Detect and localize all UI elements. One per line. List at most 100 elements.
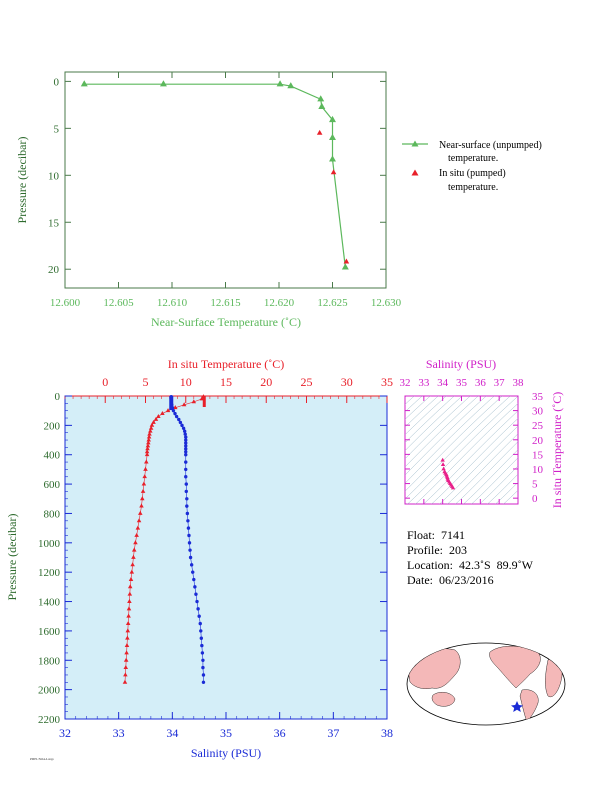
near-surface-point [329, 115, 336, 123]
temperature-profile-point [146, 437, 151, 442]
temperature-profile-point [148, 428, 153, 433]
near-surface-x-tick-label: 12.630 [371, 297, 402, 309]
ts-density-contour [503, 489, 518, 504]
salinity-profile-point [200, 643, 204, 648]
temperature-profile-point [145, 446, 150, 451]
temperature-profile-point [127, 598, 132, 603]
near-surface-line [84, 83, 346, 268]
ts-points [440, 457, 456, 490]
temperature-profile-point [129, 569, 135, 574]
salinity-profile-point [184, 475, 188, 479]
salinity-profile-point [185, 504, 189, 508]
salinity-profile-point [185, 497, 189, 501]
temperature-profile-point [125, 620, 131, 625]
salinity-profile-point [187, 541, 192, 545]
land-australia [431, 692, 456, 707]
temperature-profile-point [147, 431, 152, 436]
near-surface-point [318, 102, 326, 109]
ts-salinity-tick-label: 34 [437, 377, 449, 389]
ts-density-contour [405, 396, 439, 428]
profile-chart: 32 33 34 35 36 37 38 0 5 10 15 20 25 30 35 0 200 400 600… [5, 357, 393, 760]
salinity-profile-point [184, 435, 188, 439]
ts-density-contour [423, 410, 518, 504]
near-surface-point [276, 80, 284, 87]
salinity-profile-point [182, 429, 187, 433]
salinity-tick-label: 32 [59, 726, 71, 740]
ts-point [440, 462, 446, 466]
ts-density-contour [405, 396, 423, 413]
pressure-tick-label: 200 [44, 420, 61, 432]
float-info: Float: 7141 Profile: 203 Location: 42.3˚… [407, 528, 533, 588]
profile-date: Date: 06/23/2016 [407, 573, 494, 587]
salinity-profile-point [177, 417, 181, 422]
profile-salinity-ticks: 32 33 34 35 36 37 38 [59, 712, 393, 740]
ts-density-contour [405, 396, 479, 468]
temperature-profile-point [143, 466, 148, 471]
ts-density-contour [487, 473, 518, 504]
salinity-profile-point [194, 592, 198, 596]
near-surface-point [341, 263, 349, 270]
salinity-tick-label: 34 [166, 726, 178, 740]
temperature-profile-point [128, 576, 134, 581]
location-map [406, 642, 566, 726]
temperature-profile-point [133, 540, 138, 545]
salinity-profile-point [184, 444, 188, 448]
temperature-profile-line [124, 396, 204, 683]
salinity-profile-point [184, 447, 188, 451]
salinity-tick-label: 38 [381, 726, 393, 740]
ts-density-contour [439, 425, 518, 504]
temperature-tick-label: 10 [180, 375, 192, 389]
salinity-profile-point [184, 467, 188, 472]
near-surface-y-ticks: 0 5 10 15 20 [48, 76, 386, 276]
salinity-profile-point [174, 414, 179, 419]
temperature-profile-point [127, 591, 133, 596]
temperature-profile-point [153, 416, 159, 421]
legend-red-marker [411, 169, 419, 176]
ts-temperature-tick-label: 25 [532, 420, 544, 432]
ts-density-contour [405, 396, 495, 484]
temperature-profile-point [144, 459, 149, 464]
salinity-profile-point [195, 599, 199, 604]
temperature-tick-label: 20 [260, 375, 272, 389]
ts-point [441, 466, 446, 471]
ts-salinity-ticks: 32 33 34 35 36 37 38 [400, 377, 524, 504]
legend-red-label-1: In situ (pumped) [439, 168, 506, 179]
temperature-profile-point [140, 488, 146, 493]
ts-right-label: In situ Temperature (˚C) [550, 392, 564, 509]
salinity-profile-point [173, 411, 177, 416]
legend-green-marker [411, 140, 419, 147]
profile-frame [64, 395, 388, 720]
salinity-profile-point [192, 577, 196, 582]
temperature-profile-point [136, 518, 142, 523]
ts-salinity-tick-label: 37 [494, 377, 506, 389]
ts-density-contour [405, 396, 431, 420]
salinity-profile-point [183, 432, 187, 436]
salinity-profile-point [187, 533, 191, 538]
salinity-profile-point [186, 526, 191, 530]
temperature-tick-label: 30 [341, 375, 353, 389]
salinity-profile-point [186, 519, 190, 523]
in-situ-point [316, 129, 323, 135]
ts-diagram: 32 33 34 35 36 37 38 0 5 10 15 20 25 30 35 Salinity (… [400, 357, 565, 509]
temperature-profile-point [149, 422, 155, 427]
near-surface-point [329, 133, 336, 140]
in-situ-point [343, 258, 350, 264]
profile-number: Profile: 203 [407, 543, 467, 557]
ts-point [450, 485, 456, 490]
ts-density-contour [405, 396, 455, 444]
ts-density-contour [447, 433, 518, 504]
salinity-profile-point [193, 585, 197, 589]
temperature-profile-point [146, 440, 151, 445]
near-surface-point [80, 80, 88, 87]
salinity-profile-series [169, 395, 206, 684]
salinity-surface-bar [169, 396, 174, 410]
salinity-profile-point [184, 441, 188, 445]
ts-density-contour [405, 396, 407, 398]
ts-temperature-tick-label: 10 [532, 464, 544, 476]
pressure-tick-label: 800 [44, 508, 61, 520]
near-surface-y-tick-label: 20 [48, 264, 60, 276]
salinity-profile-point [184, 450, 188, 454]
temperature-profile-point [123, 657, 129, 662]
temperature-tick-label: 0 [102, 375, 108, 389]
temperature-profile-point [127, 584, 133, 589]
